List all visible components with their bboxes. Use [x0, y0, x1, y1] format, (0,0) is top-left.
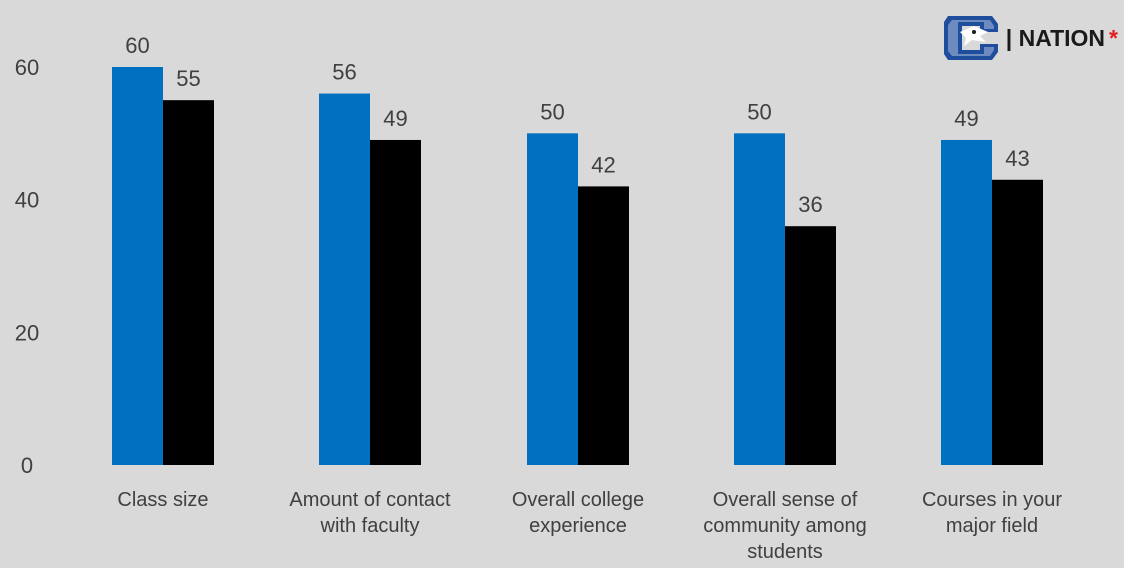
y-tick-label: 40: [15, 188, 39, 213]
bar: [370, 139, 421, 465]
data-label: 43: [1005, 146, 1029, 171]
category-label-line: Courses in your: [922, 489, 1062, 511]
bluejay-logo-icon: [943, 16, 998, 60]
category-label: Class size: [117, 489, 208, 511]
category-label: Amount of contact with faculty: [289, 489, 451, 537]
y-tick-label: 60: [15, 55, 39, 80]
category-label-line: Overall college: [512, 489, 644, 511]
bar: [319, 93, 370, 466]
data-label: 49: [954, 106, 978, 131]
category-label: Overall sense of community among students: [703, 489, 866, 563]
data-label: 50: [540, 99, 564, 124]
data-label: 42: [591, 152, 615, 177]
data-label: 36: [798, 192, 822, 217]
category-label-line: with faculty: [320, 515, 420, 537]
category-label: Courses in your major field: [922, 489, 1062, 537]
data-label: 55: [176, 66, 200, 91]
data-label: 49: [383, 106, 407, 131]
y-tick-label: 20: [15, 320, 39, 345]
legend-marker: *: [1109, 24, 1118, 51]
category-label-line: experience: [529, 515, 627, 537]
bar: [992, 179, 1043, 465]
bar: [163, 100, 214, 466]
category-label-line: major field: [946, 515, 1038, 537]
category-label-line: Amount of contact: [289, 489, 451, 511]
data-label: 56: [332, 60, 356, 85]
data-label: 50: [747, 99, 771, 124]
bar: [112, 67, 163, 465]
category-label-line: Class size: [117, 489, 208, 511]
bar: [578, 186, 629, 465]
bar: [527, 133, 578, 466]
legend-label: | NATION: [1005, 24, 1106, 51]
category-label-line: Overall sense of: [713, 489, 858, 511]
category-label-line: community among: [703, 515, 866, 537]
data-label: 60: [125, 33, 149, 58]
category-label: Overall college experience: [512, 489, 644, 537]
bar: [734, 133, 785, 466]
bar: [941, 139, 992, 465]
y-tick-label: 0: [21, 453, 33, 478]
bar: [785, 226, 836, 465]
legend: | NATION *: [940, 8, 1118, 68]
category-label-line: students: [747, 541, 823, 563]
